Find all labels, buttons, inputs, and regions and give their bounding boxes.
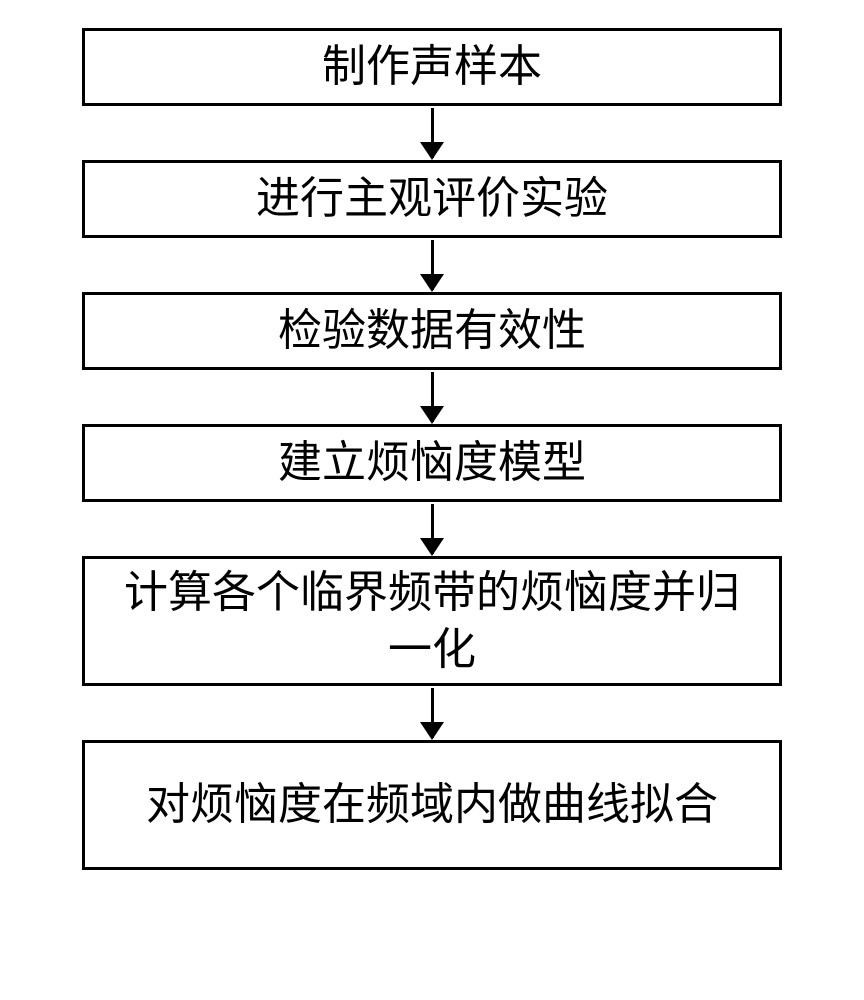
flowchart-box-6: 对烦恼度在频域内做曲线拟合 [82, 740, 782, 870]
flowchart-arrow-2 [431, 240, 434, 290]
flowchart-arrow-1 [431, 108, 434, 158]
flowchart-box-2: 进行主观评价实验 [82, 160, 782, 238]
flowchart-box-1: 制作声样本 [82, 28, 782, 106]
flowchart-label-1: 制作声样本 [322, 38, 542, 95]
flowchart-arrow-3 [431, 372, 434, 422]
flowchart-box-3: 检验数据有效性 [82, 292, 782, 370]
flowchart-label-6: 对烦恼度在频域内做曲线拟合 [146, 776, 718, 833]
flowchart-arrow-4 [431, 504, 434, 554]
flowchart-label-2: 进行主观评价实验 [256, 170, 608, 227]
flowchart-box-5: 计算各个临界频带的烦恼度并归一化 [82, 556, 782, 686]
flowchart-label-4: 建立烦恼度模型 [278, 434, 586, 491]
flowchart-container: 制作声样本 进行主观评价实验 检验数据有效性 建立烦恼度模型 计算各个临界频带的… [82, 28, 782, 870]
flowchart-label-5: 计算各个临界频带的烦恼度并归一化 [105, 564, 759, 678]
flowchart-box-4: 建立烦恼度模型 [82, 424, 782, 502]
flowchart-arrow-5 [431, 688, 434, 738]
flowchart-label-3: 检验数据有效性 [278, 302, 586, 359]
